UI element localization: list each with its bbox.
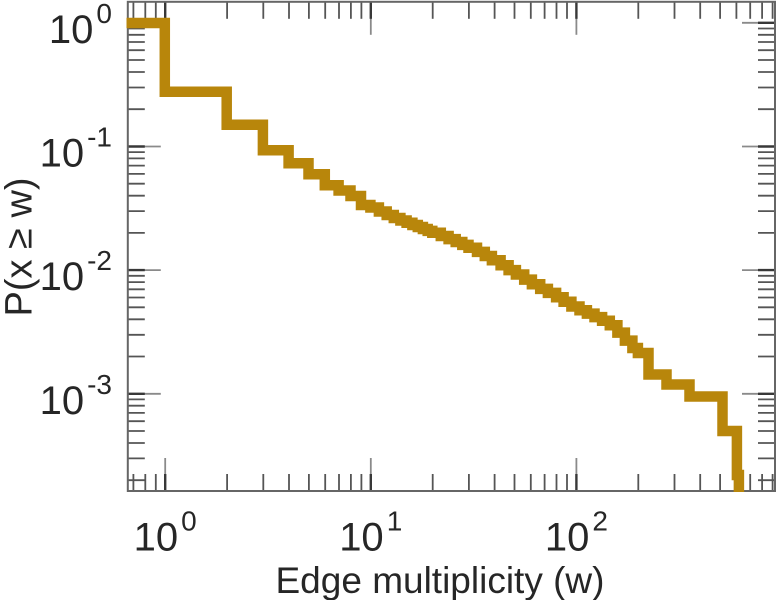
- svg-text:100: 10 0: [134, 506, 197, 560]
- svg-text:P(x ≥ w): P(x ≥ w): [0, 177, 41, 316]
- svg-text:100: 10 0: [49, 0, 112, 52]
- svg-text:10-3: 10 -3: [40, 369, 112, 423]
- svg-text:10-1: 10 -1: [40, 122, 112, 176]
- svg-text:101: 10 1: [339, 506, 402, 560]
- svg-text:Edge multiplicity (w): Edge multiplicity (w): [276, 560, 605, 600]
- svg-text:10-2: 10 -2: [40, 245, 112, 299]
- svg-text:102: 10 2: [545, 506, 608, 560]
